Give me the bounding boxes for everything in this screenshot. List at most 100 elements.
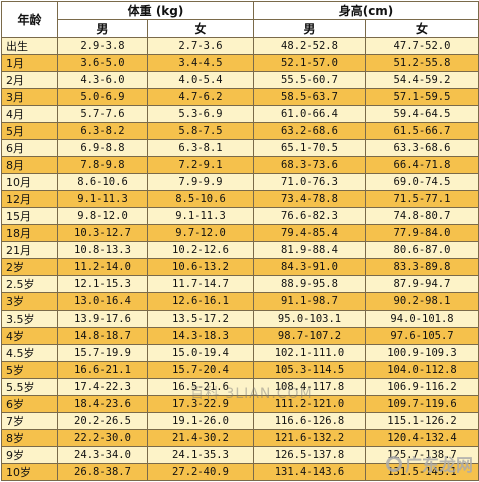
cell-height-girl: 47.7-52.0 bbox=[365, 36, 479, 56]
cell-weight-boy: 6.3-8.2 bbox=[57, 122, 148, 141]
cell-height-girl: 77.9-84.0 bbox=[365, 224, 479, 243]
cell-weight-girl: 12.6-16.1 bbox=[147, 292, 254, 311]
cell-height-boy: 108.4-117.8 bbox=[253, 377, 366, 396]
cell-height-boy: 84.3-91.0 bbox=[253, 258, 366, 277]
cell-height-girl: 125.7-138.7 bbox=[365, 445, 479, 464]
table-row: 出生 2.9-3.8 2.7-3.6 48.2-52.8 47.7-52.0 bbox=[1, 36, 479, 56]
cell-weight-girl: 27.2-40.9 bbox=[147, 462, 254, 482]
table-row: 3.5岁 13.9-17.6 13.5-17.2 95.0-103.1 94.0-101… bbox=[1, 309, 479, 328]
cell-height-boy: 126.5-137.8 bbox=[253, 445, 366, 464]
cell-height-girl: 100.9-109.3 bbox=[365, 343, 479, 362]
cell-weight-girl: 7.9-9.9 bbox=[147, 173, 254, 192]
table-row: 5.5岁 17.4-22.3 16.5-21.6 108.4-117.8 106.9-1… bbox=[1, 377, 479, 396]
cell-height-boy: 95.0-103.1 bbox=[253, 309, 366, 328]
cell-height-boy: 76.6-82.3 bbox=[253, 207, 366, 226]
cell-age: 12月 bbox=[1, 190, 58, 209]
cell-height-girl: 51.2-55.8 bbox=[365, 54, 479, 73]
cell-age: 4月 bbox=[1, 105, 58, 124]
cell-height-boy: 121.6-132.2 bbox=[253, 428, 366, 447]
cell-weight-boy: 24.3-34.0 bbox=[57, 445, 148, 464]
cell-age: 4.5岁 bbox=[1, 343, 58, 362]
header-age: 年龄 bbox=[1, 1, 58, 38]
cell-weight-boy: 4.3-6.0 bbox=[57, 71, 148, 90]
table-row: 3岁 13.0-16.4 12.6-16.1 91.1-98.7 90.2-98.1 bbox=[1, 292, 479, 311]
table-row: 2.5岁 12.1-15.3 11.7-14.7 88.9-95.8 87.9-94.7 bbox=[1, 275, 479, 294]
cell-weight-boy: 15.7-19.9 bbox=[57, 343, 148, 362]
table-row: 21月 10.8-13.3 10.2-12.6 81.9-88.4 80.6-87.0 bbox=[1, 241, 479, 260]
table-row: 12月 9.1-11.3 8.5-10.6 73.4-78.8 71.5-77.1 bbox=[1, 190, 479, 209]
cell-weight-boy: 8.6-10.6 bbox=[57, 173, 148, 192]
cell-age: 出生 bbox=[1, 36, 58, 56]
cell-height-girl: 61.5-66.7 bbox=[365, 122, 479, 141]
table-row: 15月 9.8-12.0 9.1-11.3 76.6-82.3 74.8-80.7 bbox=[1, 207, 479, 226]
cell-height-boy: 111.2-121.0 bbox=[253, 394, 366, 413]
cell-height-boy: 105.3-114.5 bbox=[253, 360, 366, 379]
cell-weight-boy: 20.2-26.5 bbox=[57, 411, 148, 430]
cell-height-girl: 120.4-132.4 bbox=[365, 428, 479, 447]
table-row: 8岁 22.2-30.0 21.4-30.2 121.6-132.2 120.4-132… bbox=[1, 428, 479, 447]
cell-age: 5.5岁 bbox=[1, 377, 58, 396]
cell-height-girl: 106.9-116.2 bbox=[365, 377, 479, 396]
cell-weight-girl: 10.2-12.6 bbox=[147, 241, 254, 260]
cell-height-boy: 81.9-88.4 bbox=[253, 241, 366, 260]
table-row: 18月 10.3-12.7 9.7-12.0 79.4-85.4 77.9-84.0 bbox=[1, 224, 479, 243]
table-row: 9岁 24.3-34.0 24.1-35.3 126.5-137.8 125.7-138… bbox=[1, 445, 479, 464]
cell-weight-girl: 7.2-9.1 bbox=[147, 156, 254, 175]
table-row: 5岁 16.6-21.1 15.7-20.4 105.3-114.5 104.0-112… bbox=[1, 360, 479, 379]
cell-weight-girl: 11.7-14.7 bbox=[147, 275, 254, 294]
cell-weight-girl: 15.0-19.4 bbox=[147, 343, 254, 362]
cell-age: 2月 bbox=[1, 71, 58, 90]
cell-weight-girl: 24.1-35.3 bbox=[147, 445, 254, 464]
cell-height-girl: 115.1-126.2 bbox=[365, 411, 479, 430]
cell-weight-boy: 13.9-17.6 bbox=[57, 309, 148, 328]
cell-height-boy: 55.5-60.7 bbox=[253, 71, 366, 90]
cell-weight-girl: 17.3-22.9 bbox=[147, 394, 254, 413]
table-body: 出生 2.9-3.8 2.7-3.6 48.2-52.8 47.7-52.0 1月 3.6-… bbox=[1, 36, 479, 482]
table-row: 10月 8.6-10.6 7.9-9.9 71.0-76.3 69.0-74.5 bbox=[1, 173, 479, 192]
cell-weight-boy: 5.0-6.9 bbox=[57, 88, 148, 107]
table-row: 6月 6.9-8.8 6.3-8.1 65.1-70.5 63.3-68.6 bbox=[1, 139, 479, 158]
cell-weight-boy: 18.4-23.6 bbox=[57, 394, 148, 413]
table-header: 年龄 体重 (kg) 身高(cm) 男 女 男 女 bbox=[1, 1, 479, 38]
cell-age: 1月 bbox=[1, 54, 58, 73]
cell-weight-boy: 5.7-7.6 bbox=[57, 105, 148, 124]
header-height-girl: 女 bbox=[365, 19, 479, 38]
cell-weight-girl: 5.8-7.5 bbox=[147, 122, 254, 141]
table-row: 10岁 26.8-38.7 27.2-40.9 131.4-143.6 131.5-14… bbox=[1, 462, 479, 482]
cell-height-boy: 91.1-98.7 bbox=[253, 292, 366, 311]
cell-weight-girl: 14.3-18.3 bbox=[147, 326, 254, 345]
cell-weight-boy: 12.1-15.3 bbox=[57, 275, 148, 294]
cell-height-boy: 48.2-52.8 bbox=[253, 36, 366, 56]
cell-height-girl: 63.3-68.6 bbox=[365, 139, 479, 158]
cell-height-girl: 57.1-59.5 bbox=[365, 88, 479, 107]
cell-height-girl: 94.0-101.8 bbox=[365, 309, 479, 328]
cell-weight-girl: 5.3-6.9 bbox=[147, 105, 254, 124]
cell-weight-boy: 2.9-3.8 bbox=[57, 36, 148, 56]
cell-age: 3.5岁 bbox=[1, 309, 58, 328]
cell-weight-boy: 13.0-16.4 bbox=[57, 292, 148, 311]
cell-weight-girl: 9.1-11.3 bbox=[147, 207, 254, 226]
cell-weight-girl: 15.7-20.4 bbox=[147, 360, 254, 379]
cell-weight-boy: 17.4-22.3 bbox=[57, 377, 148, 396]
cell-height-girl: 83.3-89.8 bbox=[365, 258, 479, 277]
header-weight-group: 体重 (kg) bbox=[57, 1, 254, 20]
table-row: 3月 5.0-6.9 4.7-6.2 58.5-63.7 57.1-59.5 bbox=[1, 88, 479, 107]
cell-height-girl: 104.0-112.8 bbox=[365, 360, 479, 379]
cell-height-boy: 63.2-68.6 bbox=[253, 122, 366, 141]
cell-height-boy: 73.4-78.8 bbox=[253, 190, 366, 209]
cell-age: 9岁 bbox=[1, 445, 58, 464]
cell-height-girl: 87.9-94.7 bbox=[365, 275, 479, 294]
cell-age: 6岁 bbox=[1, 394, 58, 413]
cell-age: 10岁 bbox=[1, 462, 58, 482]
cell-weight-girl: 8.5-10.6 bbox=[147, 190, 254, 209]
cell-height-girl: 131.5-145.1 bbox=[365, 462, 479, 482]
cell-weight-boy: 3.6-5.0 bbox=[57, 54, 148, 73]
cell-age: 15月 bbox=[1, 207, 58, 226]
cell-weight-girl: 9.7-12.0 bbox=[147, 224, 254, 243]
header-weight-girl: 女 bbox=[147, 19, 254, 38]
cell-age: 7岁 bbox=[1, 411, 58, 430]
cell-height-boy: 98.7-107.2 bbox=[253, 326, 366, 345]
cell-age: 5月 bbox=[1, 122, 58, 141]
cell-height-girl: 59.4-64.5 bbox=[365, 105, 479, 124]
cell-weight-girl: 10.6-13.2 bbox=[147, 258, 254, 277]
